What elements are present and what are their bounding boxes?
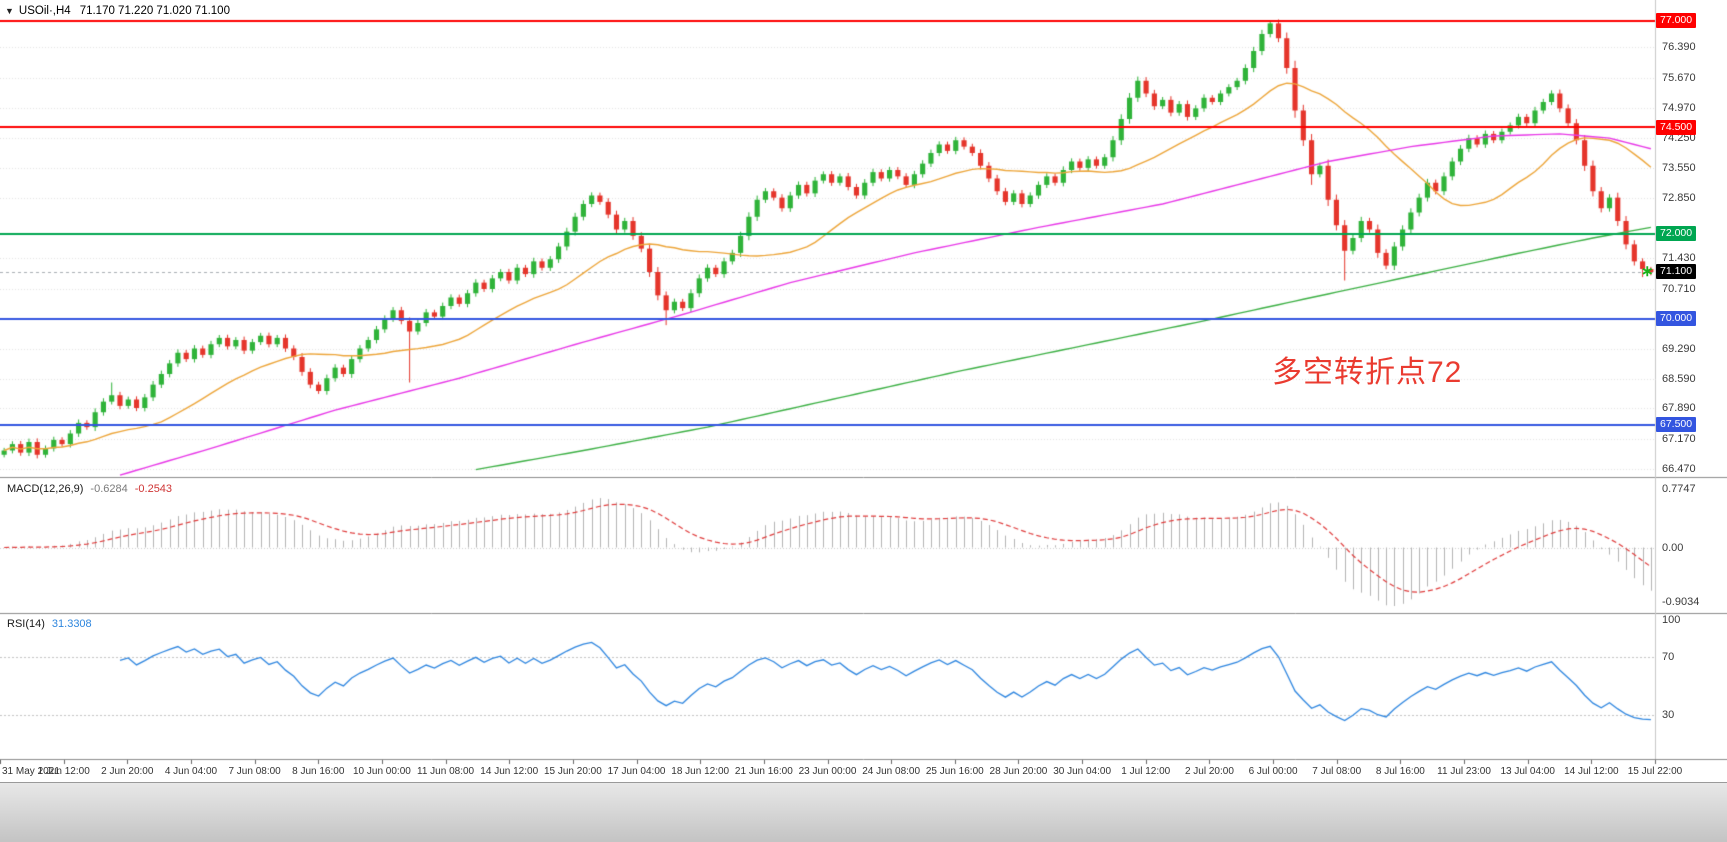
price-axis-label: 69.290 bbox=[1662, 342, 1696, 355]
price-level-badge: 77.000 bbox=[1656, 13, 1697, 29]
time-axis-label: 2 Jul 20:00 bbox=[1184, 766, 1234, 777]
macd-signal-value: -0.2543 bbox=[134, 483, 173, 495]
time-axis-label: 1 Jun 12:00 bbox=[37, 766, 90, 777]
time-axis-label: 14 Jul 12:00 bbox=[1564, 766, 1619, 777]
rsi-indicator-label: RSI(14) 31.3308 bbox=[7, 618, 92, 630]
macd-axis-label: -0.9034 bbox=[1662, 596, 1700, 608]
rsi-value: 31.3308 bbox=[51, 618, 92, 630]
time-axis-label: 30 Jun 04:00 bbox=[1053, 766, 1112, 777]
price-level-badge: 72.000 bbox=[1656, 225, 1697, 241]
time-axis-label: 25 Jun 16:00 bbox=[925, 766, 984, 777]
time-axis-label: 24 Jun 08:00 bbox=[862, 766, 921, 777]
window-bottom-area bbox=[0, 782, 1727, 842]
time-axis-label: 15 Jun 20:00 bbox=[543, 766, 602, 777]
macd-indicator-label: MACD(12,26,9) -0.6284 -0.2543 bbox=[7, 483, 172, 495]
ohlc-values: 71.170 71.220 71.020 71.100 bbox=[79, 5, 230, 17]
macd-axis-label: 0.00 bbox=[1662, 541, 1684, 554]
time-axis-label: 6 Jul 00:00 bbox=[1248, 766, 1298, 777]
chart-annotation[interactable]: 多空转折点72 bbox=[1272, 356, 1463, 389]
price-axis-label: 67.170 bbox=[1662, 433, 1696, 446]
rsi-axis-label: 30 bbox=[1662, 708, 1675, 721]
rsi-axis-label: 100 bbox=[1662, 614, 1681, 626]
price-axis-label: 73.550 bbox=[1662, 161, 1696, 174]
price-axis-label: 66.470 bbox=[1662, 462, 1696, 475]
time-axis-label: 31 May 2021 bbox=[2, 766, 60, 777]
time-axis-label: 7 Jul 08:00 bbox=[1312, 766, 1362, 777]
time-axis-label: 1 Jul 12:00 bbox=[1121, 766, 1171, 777]
time-axis-label: 28 Jun 20:00 bbox=[989, 766, 1048, 777]
macd-name: MACD(12,26,9) bbox=[7, 483, 84, 495]
price-axis-label: 75.670 bbox=[1662, 71, 1696, 84]
macd-value: -0.6284 bbox=[90, 483, 128, 495]
time-axis-label: 4 Jun 04:00 bbox=[164, 766, 218, 777]
time-axis-label: 11 Jul 23:00 bbox=[1437, 766, 1491, 777]
rsi-axis-label: 70 bbox=[1662, 651, 1675, 664]
time-axis-label: 18 Jun 12:00 bbox=[671, 766, 730, 777]
macd-axis-label: 0.7747 bbox=[1662, 483, 1696, 495]
symbol-period-label: USOil·,H4 bbox=[18, 5, 71, 17]
time-axis-label: 14 Jun 12:00 bbox=[480, 766, 539, 777]
price-axis-label: 70.710 bbox=[1662, 282, 1696, 295]
time-axis-label: 17 Jun 04:00 bbox=[607, 766, 666, 777]
symbol-info: ▼ USOil·,H4 71.170 71.220 71.020 71.100 bbox=[5, 5, 230, 17]
time-axis-label: 23 Jun 00:00 bbox=[798, 766, 857, 777]
price-level-badge: 70.000 bbox=[1656, 310, 1697, 326]
time-axis-label: 13 Jul 04:00 bbox=[1500, 766, 1555, 777]
price-axis-label: 74.970 bbox=[1662, 101, 1696, 114]
time-axis-label: 11 Jun 08:00 bbox=[417, 766, 475, 777]
price-axis-label: 68.590 bbox=[1662, 372, 1696, 385]
price-axis-label: 76.390 bbox=[1662, 41, 1696, 54]
price-axis-label: 71.430 bbox=[1662, 251, 1696, 264]
price-level-badge: 74.500 bbox=[1656, 119, 1697, 135]
price-axis-label: 67.890 bbox=[1662, 402, 1696, 415]
time-axis-label: 8 Jul 16:00 bbox=[1375, 766, 1425, 777]
time-axis-label: 8 Jun 16:00 bbox=[292, 766, 345, 777]
price-level-badge: 67.500 bbox=[1656, 417, 1697, 432]
time-axis[interactable]: 31 May 2021 1 Jun 12:00 2 Jun 20:00 4 Jun 0… bbox=[0, 761, 1727, 781]
price-axis-label: 72.850 bbox=[1662, 191, 1696, 204]
price-axis-label: 74.250 bbox=[1662, 132, 1696, 145]
time-axis-label: 21 Jun 16:00 bbox=[734, 766, 793, 777]
time-axis-label: 2 Jun 20:00 bbox=[101, 766, 154, 777]
current-price-badge: 71.100 bbox=[1656, 264, 1697, 279]
time-axis-label: 7 Jun 08:00 bbox=[228, 766, 281, 777]
current-price-marker-icon: ∗ bbox=[1641, 263, 1654, 280]
price-axis[interactable]: 76.390 75.670 74.970 74.250 73.550 72.850 71.4… bbox=[1656, 0, 1727, 782]
time-axis-label: 10 Jun 00:00 bbox=[353, 766, 411, 777]
time-axis-label: 15 Jul 22:00 bbox=[1627, 766, 1683, 777]
chart-menu-triangle-icon[interactable]: ▼ bbox=[5, 6, 14, 16]
rsi-name: RSI(14) bbox=[7, 618, 45, 630]
